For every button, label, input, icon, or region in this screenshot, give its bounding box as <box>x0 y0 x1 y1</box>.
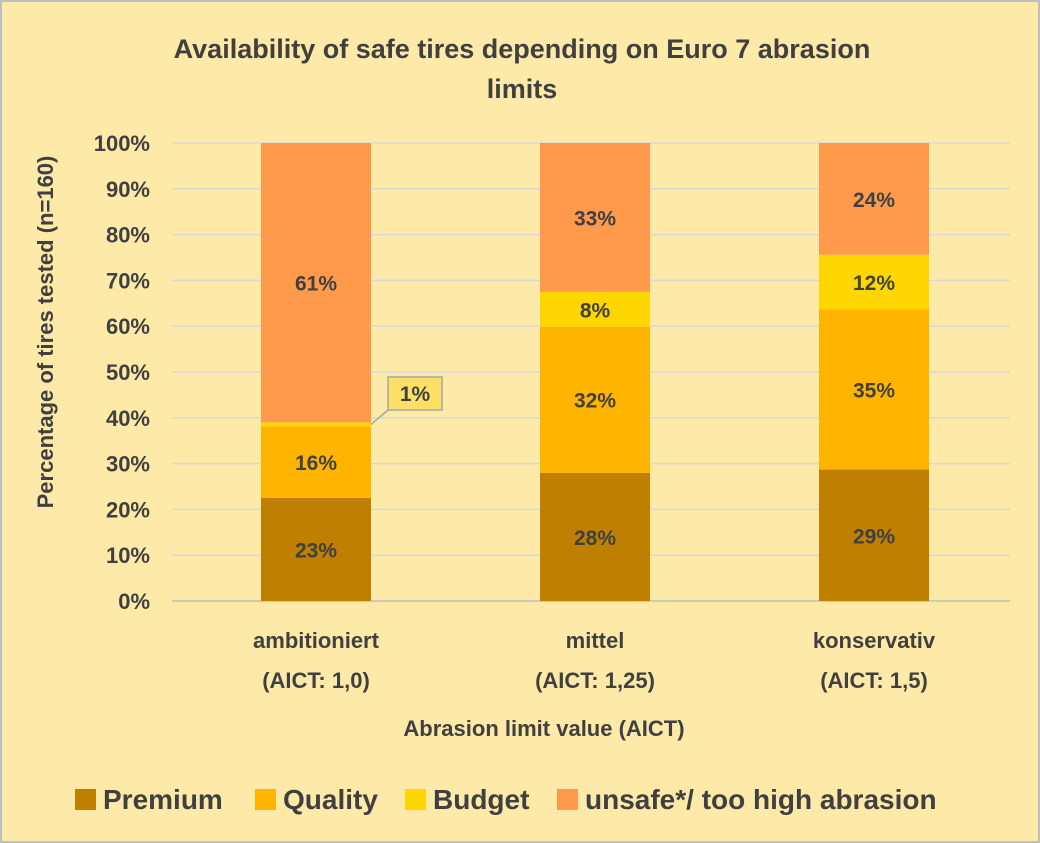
bar-segment <box>540 291 650 327</box>
x-axis-categories: ambitioniert (AICT: 1,0) mittel (AICT: 1,25… <box>253 628 936 693</box>
y-tick-label: 0% <box>118 589 150 614</box>
legend-label: Premium <box>103 784 223 815</box>
legend-swatch <box>557 789 578 810</box>
x-category-label: mittel <box>566 628 625 653</box>
x-category-label: ambitioniert <box>253 628 380 653</box>
data-label: 12% <box>853 272 895 295</box>
y-tick-label: 50% <box>106 360 150 385</box>
data-label: 23% <box>295 539 337 562</box>
callout-label: 1% <box>400 383 431 406</box>
y-tick-label: 90% <box>106 177 150 202</box>
data-labels: 23% 16% 61% 28% 32% 8% 33% 29% 35% 12% 24% <box>295 189 895 563</box>
bar-segment <box>261 426 371 498</box>
bar-segment <box>819 309 929 470</box>
y-tick-label: 60% <box>106 314 150 339</box>
y-tick-label: 80% <box>106 223 150 248</box>
legend-item: Quality <box>255 784 378 815</box>
chart-title-line: limits <box>487 74 558 104</box>
data-label: 16% <box>295 452 337 475</box>
data-label: 61% <box>295 273 337 296</box>
callout-leader <box>370 409 389 426</box>
legend-label: Quality <box>283 784 378 815</box>
data-label: 28% <box>574 527 616 550</box>
x-category-label: konservativ <box>813 628 936 653</box>
data-label: 29% <box>853 525 895 548</box>
x-category-label: (AICT: 1,5) <box>820 668 928 693</box>
y-tick-label: 70% <box>106 268 150 293</box>
bar-segment <box>540 472 650 601</box>
legend-label: Budget <box>433 784 529 815</box>
chart-title: Availability of safe tires depending on … <box>174 34 871 104</box>
legend-item: Premium <box>75 784 223 815</box>
x-axis-title: Abrasion limit value (AICT) <box>403 716 684 741</box>
bar-segment <box>819 469 929 601</box>
y-axis-ticks: 0% 10% 20% 30% 40% 50% 60% 70% 80% 90% 100% <box>94 131 150 614</box>
y-tick-label: 30% <box>106 452 150 477</box>
y-tick-label: 40% <box>106 406 150 431</box>
chart-title-line: Availability of safe tires depending on … <box>174 34 871 64</box>
bar-segment <box>819 254 929 310</box>
x-category-label: (AICT: 1,25) <box>535 668 655 693</box>
legend-item: Budget <box>405 784 529 815</box>
legend: Premium Quality Budget unsafe*/ too high ab… <box>75 784 937 815</box>
data-label: 33% <box>574 207 616 230</box>
bar-segment <box>819 143 929 255</box>
callout: 1% <box>370 376 443 426</box>
legend-swatch <box>75 789 96 810</box>
data-label: 32% <box>574 390 616 413</box>
legend-item: unsafe*/ too high abrasion <box>557 784 937 815</box>
y-tick-label: 20% <box>106 497 150 522</box>
bar-segment <box>261 143 371 423</box>
bar-segment <box>540 143 650 292</box>
legend-swatch <box>405 789 426 810</box>
bar-segment <box>261 497 371 601</box>
data-label: 35% <box>853 379 895 402</box>
legend-swatch <box>255 789 276 810</box>
bar-segment <box>540 326 650 473</box>
data-label: 8% <box>580 299 611 322</box>
y-tick-label: 100% <box>94 131 150 156</box>
y-tick-label: 10% <box>106 543 150 568</box>
callout-box <box>387 376 443 411</box>
legend-label: unsafe*/ too high abrasion <box>585 784 937 815</box>
data-label: 24% <box>853 189 895 212</box>
bars <box>261 143 929 601</box>
y-axis-title: Percentage of tires tested (n=160) <box>33 156 58 509</box>
x-category-label: (AICT: 1,0) <box>262 668 370 693</box>
bar-segment <box>261 422 371 427</box>
